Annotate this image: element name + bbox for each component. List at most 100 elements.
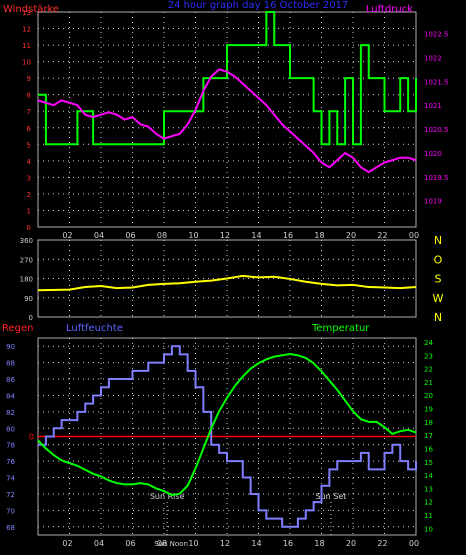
humidity-tick: 74 xyxy=(6,475,15,483)
temperature-tick: 23 xyxy=(424,352,433,360)
x-tick-label: 08 xyxy=(157,539,167,548)
pressure-axis-ticks: 1019 1019.5 1020 1020.5 1021 1021.5 1022 1022.5 xyxy=(424,31,449,206)
direction-tick: 360 xyxy=(20,237,33,245)
temperature-tick: 19 xyxy=(424,406,433,414)
pressure-tick: 1022 xyxy=(424,54,442,62)
sun-markers: Sun Rise Sun Set Sun Noon xyxy=(150,492,347,548)
x-tick-label: 18 xyxy=(314,231,324,240)
x-tick-label: 04 xyxy=(94,231,104,240)
direction-tick: 0 xyxy=(29,314,33,322)
wind-direction-series xyxy=(37,274,417,292)
temperature-tick: 12 xyxy=(424,499,433,507)
sun-noon-label: Sun Noon xyxy=(154,540,188,548)
x-tick-label: 02 xyxy=(62,539,72,548)
x-tick-label: 16 xyxy=(283,539,293,548)
temperature-line xyxy=(37,352,417,497)
x-tick-label: 10 xyxy=(188,539,198,548)
humidity-tick: 70 xyxy=(6,507,15,515)
x-tick-label: 20 xyxy=(346,231,356,240)
pressure-tick: 1019 xyxy=(424,198,442,206)
direction-tick: 180 xyxy=(20,276,33,284)
wind-direction-frame xyxy=(37,239,417,318)
wind-force-tick: 2 xyxy=(27,191,31,199)
pressure-tick: 1021 xyxy=(424,102,442,110)
temperature-tick: 11 xyxy=(424,512,433,520)
pressure-tick: 1019.5 xyxy=(424,174,449,182)
humidity-axis-ticks: 68 70 72 74 76 78 80 82 84 86 88 90 xyxy=(6,343,15,532)
wind-force-tick: 5 xyxy=(27,141,31,149)
humidity-tick: 90 xyxy=(6,343,15,351)
rain-line: 0 xyxy=(29,433,416,442)
x-tick-label: 12 xyxy=(220,231,230,240)
x-tick-label: 14 xyxy=(251,231,261,240)
wind-pressure-x-ticks: 02 04 06 08 10 12 14 16 18 20 22 00 xyxy=(62,231,419,240)
humidity-tick: 84 xyxy=(6,392,15,400)
pressure-axis-title: Luftdruck xyxy=(366,4,413,15)
wind-force-tick: 12 xyxy=(22,26,31,34)
wind-force-tick: 8 xyxy=(27,92,31,100)
wind-force-tick: 0 xyxy=(27,224,31,232)
pressure-tick: 1022.5 xyxy=(424,31,449,39)
wind-direction-line xyxy=(37,274,417,292)
x-tick-label: 00 xyxy=(409,231,419,240)
temperature-tick: 20 xyxy=(424,392,433,400)
x-tick-label: 08 xyxy=(157,231,167,240)
sun-rise-label: Sun Rise xyxy=(150,492,185,501)
wind-direction-grid xyxy=(38,240,416,317)
wind-force-axis-title: Windstärke xyxy=(3,4,59,15)
wind-force-tick: 1 xyxy=(27,207,31,215)
x-tick-label: 06 xyxy=(125,539,135,548)
temperature-tick: 18 xyxy=(424,419,433,427)
humidity-temperature-series xyxy=(37,345,417,528)
compass-label: N xyxy=(434,311,442,324)
temperature-tick: 17 xyxy=(424,432,433,440)
x-tick-label: 18 xyxy=(314,539,324,548)
temperature-tick: 22 xyxy=(424,366,433,374)
pressure-tick: 1020.5 xyxy=(424,126,449,134)
wind-force-tick: 3 xyxy=(27,174,31,182)
wind-force-tick: 9 xyxy=(27,75,31,83)
temperature-tick: 10 xyxy=(424,525,433,533)
compass-label: S xyxy=(435,273,442,286)
sun-set-label: Sun Set xyxy=(315,492,346,501)
humidity-tick: 80 xyxy=(6,425,15,433)
temperature-tick: 24 xyxy=(424,339,433,347)
wind-force-tick: 4 xyxy=(27,158,32,166)
pressure-line xyxy=(37,68,417,174)
humidity-tick: 72 xyxy=(6,491,15,499)
pressure-tick: 1020 xyxy=(424,150,442,158)
wind-pressure-series xyxy=(37,11,417,174)
chart-top-title: 24 hour graph day 16 October 2017 xyxy=(168,0,349,11)
x-tick-label: 22 xyxy=(377,231,387,240)
x-tick-label: 20 xyxy=(346,539,356,548)
x-tick-label: 06 xyxy=(125,231,135,240)
x-tick-label: 12 xyxy=(220,539,230,548)
humidity-tick: 76 xyxy=(6,458,15,466)
humidity-tick: 88 xyxy=(6,360,15,368)
rain-title: Regen xyxy=(2,323,34,334)
temperature-tick: 13 xyxy=(424,485,433,493)
humidity-tick: 86 xyxy=(6,376,15,384)
wind-pressure-frame xyxy=(37,11,417,228)
temperature-tick: 21 xyxy=(424,379,433,387)
x-tick-label: 22 xyxy=(377,539,387,548)
x-tick-label: 04 xyxy=(94,539,104,548)
humidity-temperature-x-ticks: 02 04 06 08 10 12 14 16 18 20 22 00 xyxy=(62,539,419,548)
x-tick-label: 02 xyxy=(62,231,72,240)
x-tick-label: 16 xyxy=(283,231,293,240)
wind-force-line xyxy=(38,11,417,146)
humidity-title: Luftfeuchte xyxy=(66,323,123,334)
direction-tick: 270 xyxy=(20,256,33,264)
x-tick-label: 10 xyxy=(188,231,198,240)
temperature-tick: 16 xyxy=(424,445,433,453)
compass-label: W xyxy=(433,292,444,305)
rain-value-label: 0 xyxy=(29,433,34,442)
wind-force-tick: 6 xyxy=(27,125,32,133)
temperature-title: Temperatur xyxy=(311,323,370,334)
